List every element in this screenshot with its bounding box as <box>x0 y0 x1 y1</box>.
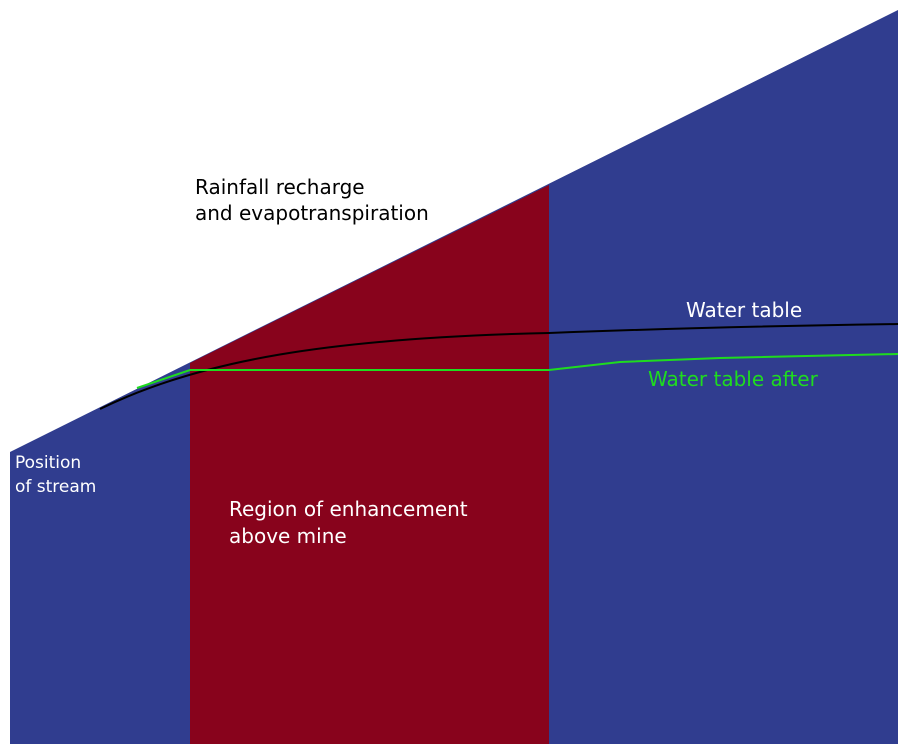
stream-label-line2: of stream <box>15 477 96 497</box>
rainfall-label-line1: Rainfall recharge <box>195 175 365 199</box>
water-table-after-line <box>136 353 898 389</box>
water-table-label: Water table <box>686 298 802 322</box>
enhancement-region <box>190 185 549 744</box>
region-label-line2: above mine <box>229 524 347 548</box>
stream-label-line1: Position <box>15 453 81 473</box>
water-table-after-label: Water table after <box>648 367 819 391</box>
water-table-line <box>99 323 898 410</box>
region-label-line1: Region of enhancement <box>229 497 468 521</box>
rainfall-label-line2: and evapotranspiration <box>195 201 429 225</box>
